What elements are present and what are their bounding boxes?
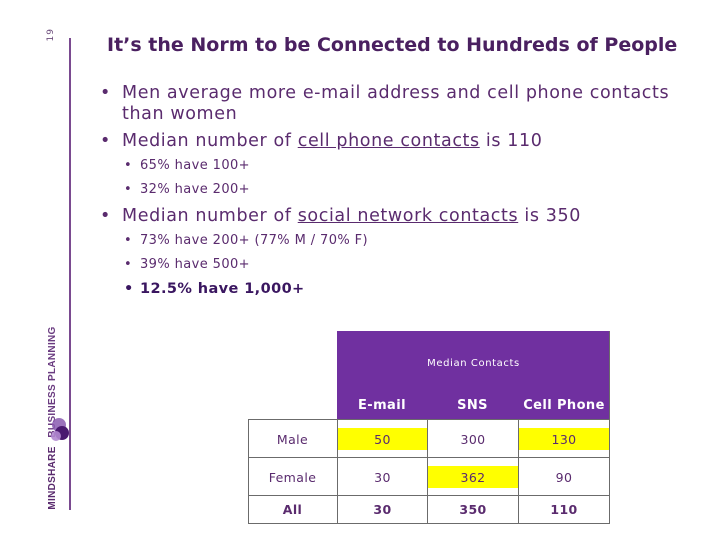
cell-all-cell-phone: 110 <box>550 501 578 517</box>
sub-bullet: 73% have 200+ (77% M / 70% F) <box>100 233 700 249</box>
left-divider <box>69 38 71 510</box>
bullet-text: is 350 <box>518 206 581 226</box>
mindshare-logo-icon <box>51 418 69 441</box>
table-group-header: Median Contacts <box>427 357 520 369</box>
bullet-text: Median number of <box>122 206 298 226</box>
cell-female-sns: 362 <box>428 466 518 488</box>
table-rule <box>427 419 428 524</box>
column-header-cell-phone: Cell Phone <box>523 397 605 413</box>
cell-all-email: 30 <box>373 501 392 517</box>
sub-bullet: 65% have 100+ <box>100 158 700 174</box>
table-rule <box>248 419 610 420</box>
cell-all-sns: 350 <box>459 501 487 517</box>
bullet-social-network-median: Median number of social network contacts… <box>100 206 700 227</box>
bullet-list: Men average more e-mail address and cell… <box>100 83 700 305</box>
cell-female-email: 30 <box>374 469 391 485</box>
row-label-all: All <box>282 501 303 517</box>
social-network-contacts-link: social network contacts <box>297 206 519 226</box>
table-rule <box>337 419 338 524</box>
sub-bullet: 39% have 500+ <box>100 257 700 273</box>
table-rule <box>609 331 610 524</box>
median-contacts-table: Median Contacts E-mail SNS Cell Phone Ma… <box>248 331 610 524</box>
bullet-text: is 110 <box>479 131 543 151</box>
page-number: 19 <box>46 28 56 42</box>
cell-phone-contacts-link: cell phone contacts <box>297 131 480 151</box>
slide-title: It’s the Norm to be Connected to Hundred… <box>107 34 678 56</box>
row-label-male: Male <box>276 431 309 447</box>
row-label-female: Female <box>268 469 317 485</box>
table-rule <box>248 523 610 524</box>
table-rule <box>248 419 249 524</box>
cell-male-cell-phone: 130 <box>519 428 609 450</box>
table-rule <box>248 495 610 496</box>
table-rule <box>248 457 610 458</box>
table-rule <box>518 419 519 524</box>
brand-name: MINDSHARE <box>47 446 58 510</box>
sub-bullet: 32% have 200+ <box>100 182 700 198</box>
bullet-gender-contacts: Men average more e-mail address and cell… <box>100 83 700 125</box>
brand-block: MINDSHARE BUSINESS PLANNING <box>47 320 71 510</box>
column-header-sns: SNS <box>457 397 488 413</box>
cell-male-email: 50 <box>338 428 427 450</box>
bullet-text: Median number of <box>122 131 298 151</box>
bullet-cell-phone-median: Median number of cell phone contacts is … <box>100 131 700 152</box>
column-header-email: E-mail <box>358 397 406 413</box>
cell-female-cell-phone: 90 <box>555 469 573 485</box>
sub-bullet-highlight: 12.5% have 1,000+ <box>100 281 700 297</box>
cell-male-sns: 300 <box>460 431 486 447</box>
table-header-background <box>337 331 610 419</box>
